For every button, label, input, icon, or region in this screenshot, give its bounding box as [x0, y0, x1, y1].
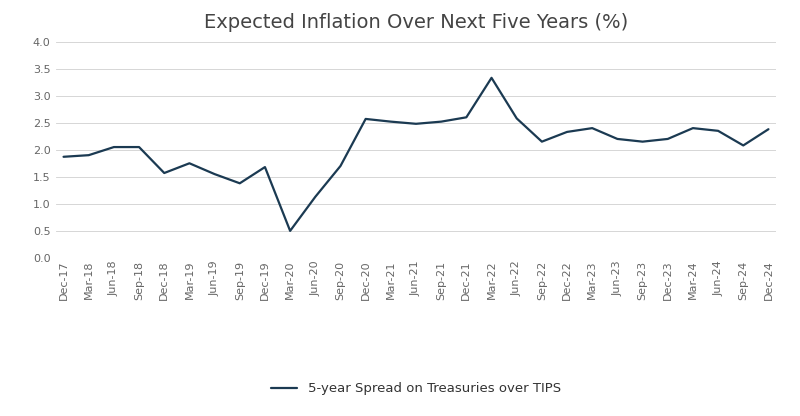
5-year Spread on Treasuries over TIPS: [286, 228, 295, 233]
Line: 5-year Spread on Treasuries over TIPS: 5-year Spread on Treasuries over TIPS: [63, 78, 769, 231]
5-year Spread on Treasuries over TIPS: [462, 115, 471, 120]
5-year Spread on Treasuries over TIPS: [109, 144, 118, 149]
5-year Spread on Treasuries over TIPS: [486, 75, 496, 80]
5-year Spread on Treasuries over TIPS: [84, 153, 94, 158]
5-year Spread on Treasuries over TIPS: [638, 139, 647, 144]
5-year Spread on Treasuries over TIPS: [159, 171, 169, 176]
5-year Spread on Treasuries over TIPS: [210, 171, 219, 176]
5-year Spread on Treasuries over TIPS: [361, 116, 370, 121]
5-year Spread on Treasuries over TIPS: [260, 165, 270, 170]
5-year Spread on Treasuries over TIPS: [663, 136, 673, 141]
5-year Spread on Treasuries over TIPS: [336, 163, 346, 168]
Title: Expected Inflation Over Next Five Years (%): Expected Inflation Over Next Five Years …: [204, 13, 628, 32]
5-year Spread on Treasuries over TIPS: [587, 126, 597, 131]
5-year Spread on Treasuries over TIPS: [185, 161, 194, 166]
5-year Spread on Treasuries over TIPS: [764, 127, 774, 132]
5-year Spread on Treasuries over TIPS: [58, 154, 68, 159]
5-year Spread on Treasuries over TIPS: [134, 144, 144, 149]
5-year Spread on Treasuries over TIPS: [386, 119, 396, 124]
5-year Spread on Treasuries over TIPS: [738, 143, 748, 148]
5-year Spread on Treasuries over TIPS: [235, 181, 245, 186]
5-year Spread on Treasuries over TIPS: [411, 121, 421, 126]
5-year Spread on Treasuries over TIPS: [537, 139, 546, 144]
Legend: 5-year Spread on Treasuries over TIPS: 5-year Spread on Treasuries over TIPS: [266, 377, 566, 401]
5-year Spread on Treasuries over TIPS: [562, 129, 572, 134]
5-year Spread on Treasuries over TIPS: [436, 119, 446, 124]
5-year Spread on Treasuries over TIPS: [613, 136, 622, 141]
5-year Spread on Treasuries over TIPS: [714, 128, 723, 133]
5-year Spread on Treasuries over TIPS: [688, 126, 698, 131]
5-year Spread on Treasuries over TIPS: [512, 116, 522, 121]
5-year Spread on Treasuries over TIPS: [310, 194, 320, 199]
